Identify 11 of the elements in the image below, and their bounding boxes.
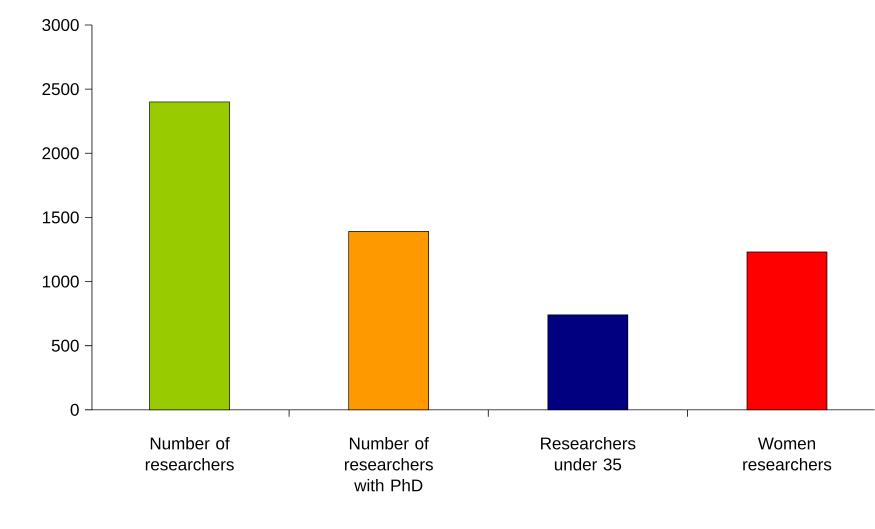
y-tick-label: 2500 [42, 83, 79, 96]
y-tick-label: 3000 [42, 19, 79, 32]
y-tick-label: 500 [52, 340, 79, 352]
x-tick-label: Researchers under 35 [541, 437, 636, 471]
y-tick-label: 1000 [42, 276, 79, 288]
y-tick-label: 2000 [42, 147, 79, 160]
x-tick-label: Number of researchers with PhD [344, 437, 433, 492]
x-tick-label: Women researchers [743, 438, 832, 471]
y-tick-label: 1500 [42, 212, 79, 224]
x-tick-label: Number of researchers [146, 437, 234, 471]
y-tick-label: 0 [70, 404, 79, 416]
